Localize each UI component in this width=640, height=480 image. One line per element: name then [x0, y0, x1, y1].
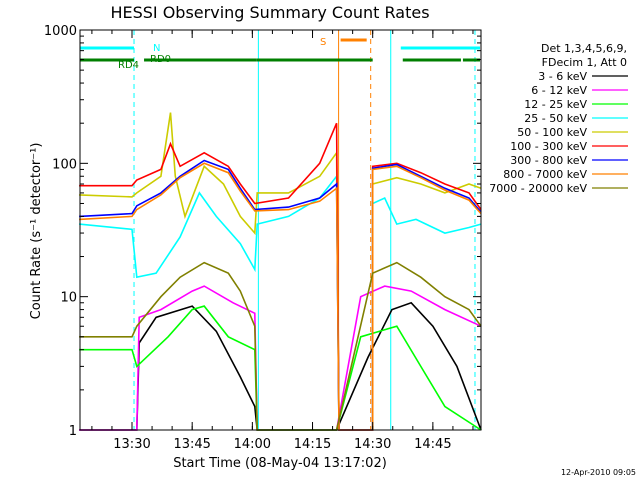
series-line-7	[79, 162, 482, 431]
legend-label-5: 100 - 300 keV	[510, 140, 587, 153]
series-line-8	[79, 261, 482, 431]
legend-label-0: 3 - 6 keV	[538, 70, 587, 83]
flag-label-rd0: RD0	[150, 54, 171, 65]
x-tick-label-0: 13:30	[113, 437, 150, 452]
x-tick-label-4: 14:30	[354, 437, 391, 452]
flag-label-n: N	[153, 43, 160, 54]
legend-header-1: FDecim 1, Att 0	[542, 56, 627, 69]
flag-label-s: S	[320, 37, 326, 48]
legend-label-1: 6 - 12 keV	[531, 84, 587, 97]
legend-label-7: 800 - 7000 keV	[503, 168, 587, 181]
y-tick-label-0: 1	[69, 424, 77, 439]
legend-label-4: 50 - 100 keV	[517, 126, 587, 139]
series-line-3	[79, 173, 482, 431]
legend-label-6: 300 - 800 keV	[510, 154, 587, 167]
y-tick-label-3: 1000	[44, 24, 77, 39]
legend-label-3: 25 - 50 keV	[524, 112, 587, 125]
legend-label-8: 7000 - 20000 keV	[489, 182, 587, 195]
y-axis-label: Count Rate (s⁻¹ detector⁻¹)	[29, 143, 44, 320]
chart-title: HESSI Observing Summary Count Rates	[110, 3, 429, 22]
x-tick-label-2: 14:00	[234, 437, 271, 452]
y-tick-label-1: 10	[60, 291, 77, 306]
legend: Det 1,3,4,5,6,9,FDecim 1, Att 03 - 6 keV…	[489, 42, 628, 195]
axes: 1 10 100 1000 13:30 13:45 14:00 14:15 14:30 14:45	[44, 24, 481, 452]
x-axis-label: Start Time (08-May-04 13:17:02)	[173, 456, 387, 471]
plot-frame	[79, 29, 482, 431]
legend-header-0: Det 1,3,4,5,6,9,	[541, 42, 627, 55]
flag-label-rd4: RD4	[118, 60, 139, 71]
x-tick-label-5: 14:45	[414, 437, 451, 452]
legend-label-2: 12 - 25 keV	[524, 98, 587, 111]
series-line-6	[79, 159, 482, 431]
series-line-4	[79, 112, 482, 431]
x-tick-label-1: 13:45	[173, 437, 210, 452]
data-gap-0	[338, 31, 371, 429]
x-tick-label-3: 14:15	[294, 437, 331, 452]
series-line-5	[79, 122, 482, 431]
y-tick-label-2: 100	[52, 157, 77, 172]
series-line-0	[79, 301, 482, 431]
footer-timestamp: 12-Apr-2010 09:05	[561, 468, 636, 477]
